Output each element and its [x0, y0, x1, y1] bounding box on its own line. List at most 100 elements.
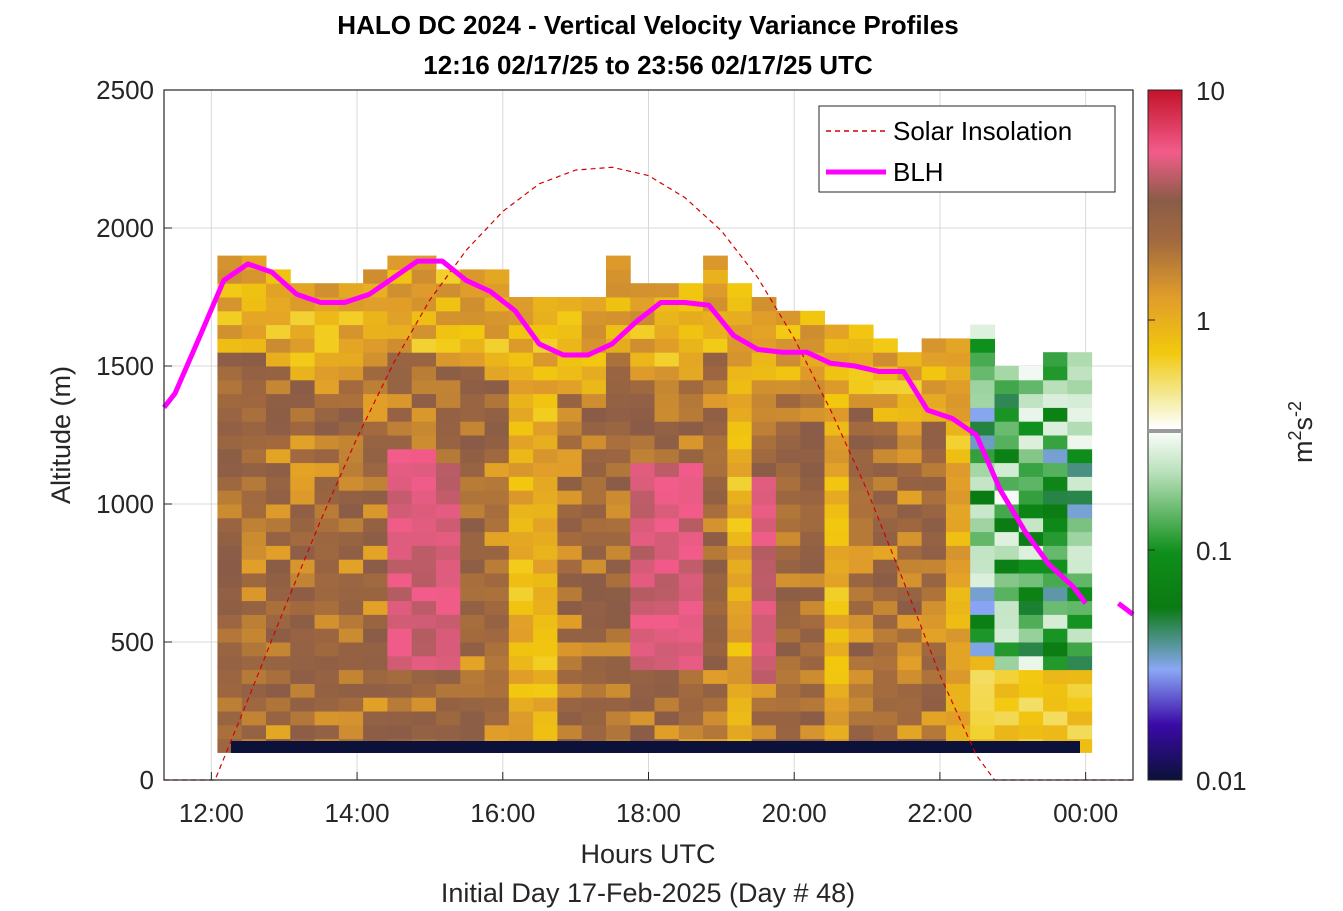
heatmap-cell: [387, 600, 413, 615]
heatmap-cell: [435, 490, 461, 505]
heatmap-cell: [1043, 669, 1068, 684]
heatmap-cell: [800, 614, 826, 629]
heatmap-cell: [411, 724, 437, 740]
heatmap-cell: [751, 600, 777, 615]
heatmap-cell: [970, 711, 995, 726]
heatmap-cell: [921, 669, 947, 684]
heatmap-cell: [1067, 462, 1093, 477]
heatmap-cell: [1043, 504, 1068, 519]
colorbar-tick-label: 0.1: [1196, 536, 1232, 566]
heatmap-cell: [435, 559, 461, 574]
heatmap-cell: [800, 697, 826, 712]
heatmap-cell: [460, 310, 486, 326]
heatmap-cell: [338, 697, 364, 712]
heatmap-cell: [654, 504, 680, 519]
heatmap-cell: [435, 324, 461, 339]
heatmap-cell: [265, 338, 291, 353]
heatmap-cell: [824, 448, 850, 464]
heatmap-cell: [873, 490, 898, 505]
heatmap-cell: [751, 490, 777, 505]
heatmap-cell: [387, 338, 413, 353]
heatmap-cell: [654, 421, 680, 436]
heatmap-cell: [1043, 697, 1068, 712]
heatmap-cell: [265, 393, 291, 408]
heatmap-cell: [630, 338, 656, 353]
heatmap-cell: [848, 338, 874, 353]
heatmap-cell: [1043, 490, 1068, 505]
y-tick-label: 1000: [96, 489, 154, 519]
heatmap-cell: [1067, 697, 1093, 712]
heatmap-cell: [630, 462, 656, 477]
heatmap-cell: [314, 448, 340, 464]
heatmap-cell: [484, 697, 510, 712]
heatmap-cell: [363, 683, 388, 698]
heatmap-cell: [775, 435, 801, 450]
heatmap-cell: [411, 490, 437, 505]
heatmap-cell: [1067, 628, 1093, 643]
heatmap-cell: [800, 600, 826, 615]
heatmap-cell: [994, 448, 1020, 464]
heatmap-cell: [873, 379, 898, 395]
heatmap-cell: [411, 504, 437, 519]
heatmap-cell: [581, 393, 607, 408]
heatmap-cell: [411, 655, 437, 671]
heatmap-cell: [265, 297, 291, 312]
y-tick-label: 2500: [96, 75, 154, 105]
heatmap-cell: [1043, 711, 1068, 726]
heatmap-cell: [630, 724, 656, 740]
heatmap-cell: [921, 393, 947, 408]
heatmap-cell: [290, 421, 316, 436]
heatmap-cell: [217, 586, 243, 602]
heatmap-cell: [508, 573, 534, 588]
heatmap-cell: [241, 655, 267, 671]
heatmap-cell: [605, 255, 631, 270]
heatmap-cell: [508, 352, 534, 367]
heatmap-cell: [1043, 600, 1068, 615]
heatmap-cell: [435, 573, 461, 588]
heatmap-cell: [387, 573, 413, 588]
heatmap-cell: [338, 655, 364, 671]
heatmap-cell: [557, 476, 583, 491]
heatmap-cell: [508, 490, 534, 505]
heatmap-cell: [435, 421, 461, 436]
heatmap-cell: [241, 531, 267, 546]
heatmap-cell: [290, 573, 316, 588]
heatmap-cell: [1018, 407, 1044, 422]
heatmap-cell: [411, 600, 437, 615]
heatmap-cell: [411, 476, 437, 491]
heatmap-cell: [217, 517, 243, 533]
heatmap-cell: [1067, 435, 1093, 450]
heatmap-cell: [241, 366, 267, 381]
heatmap-cell: [581, 476, 607, 491]
heatmap-cell: [460, 573, 486, 588]
heatmap-cell: [460, 462, 486, 477]
heatmap-cell: [241, 614, 267, 629]
heatmap-cell: [314, 283, 340, 298]
heatmap-cell: [703, 255, 728, 270]
heatmap-cell: [557, 310, 583, 326]
chart-title-line1: HALO DC 2024 - Vertical Velocity Varianc…: [337, 10, 958, 40]
heatmap-cell: [533, 614, 558, 629]
heatmap-cell: [435, 297, 461, 312]
heatmap-cell: [605, 269, 631, 284]
heatmap-cell: [678, 697, 704, 712]
heatmap-cell: [873, 683, 898, 698]
heatmap-cell: [581, 407, 607, 422]
heatmap-cell: [533, 531, 558, 546]
heatmap-cell: [1018, 669, 1044, 684]
heatmap-cell: [581, 711, 607, 726]
heatmap-cell: [338, 724, 364, 740]
heatmap-cell: [533, 559, 558, 574]
heatmap-cell: [994, 366, 1020, 381]
heatmap-cell: [508, 476, 534, 491]
heatmap-cell: [970, 586, 995, 602]
heatmap-cell: [703, 531, 728, 546]
heatmap-cell: [703, 559, 728, 574]
heatmap-cell: [557, 586, 583, 602]
heatmap-cell: [265, 435, 291, 450]
heatmap-cell: [678, 435, 704, 450]
heatmap-cell: [387, 683, 413, 698]
heatmap-cell: [775, 683, 801, 698]
heatmap-cell: [654, 559, 680, 574]
heatmap-cell: [970, 504, 995, 519]
